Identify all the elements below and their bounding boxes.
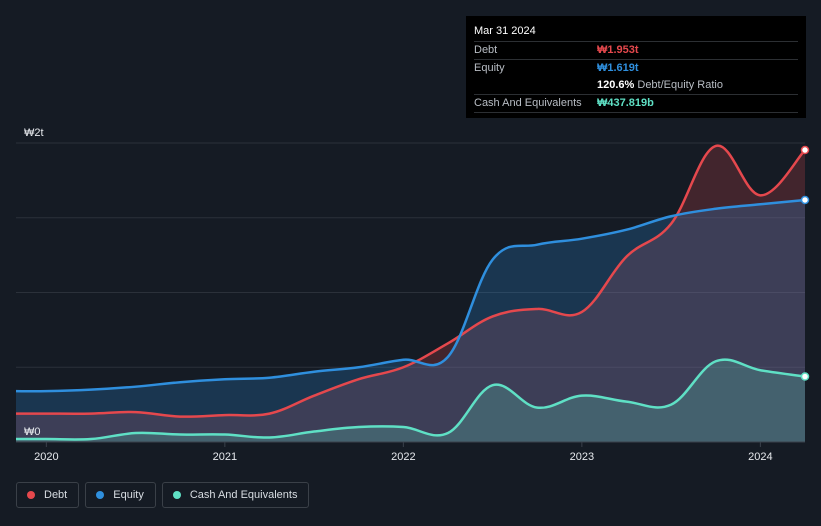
legend: Debt Equity Cash And Equivalents [16,482,315,510]
tooltip-value: ₩437.819b [597,97,654,109]
tooltip-row-ratio: 120.6% Debt/Equity Ratio [474,77,798,95]
axes: ₩0 ₩2t 2020 2021 2022 2023 2024 [16,127,805,463]
legend-label: Debt [44,489,68,501]
y-tick-label: ₩2t [24,127,44,139]
series-markers [800,145,810,381]
x-tick-label: 2024 [748,451,772,463]
marker-cash-and-equivalents [800,372,810,381]
line-equity [15,198,806,393]
tooltip-row-equity: Equity ₩1.619t [474,60,798,77]
legend-dot-icon [27,491,35,499]
legend-dot-icon [96,491,105,499]
tooltip-label: Cash And Equivalents [474,97,582,109]
line-cash-and-equivalents [16,358,806,441]
y-tick-label: ₩0 [24,426,41,438]
legend-item-debt[interactable]: Debt [16,482,80,508]
tooltip: Mar 31 2024 Debt ₩1.953t Equity ₩1.619t … [466,16,806,118]
tooltip-label [474,77,597,94]
series-areas [16,145,805,442]
tooltip-label: Debt [474,44,498,56]
legend-label: Cash And Equivalents [189,489,298,501]
x-tick-label: 2020 [34,451,58,463]
area-cash-and-equivalents [16,359,805,442]
x-tick-label: 2022 [391,451,415,463]
x-tick-label: 2023 [570,451,594,463]
ratio-caption: Debt/Equity Ratio [637,79,723,91]
tooltip-row-debt: Debt ₩1.953t [474,42,798,60]
ratio-value: 120.6% [597,79,635,91]
tooltip-value: 120.6% Debt/Equity Ratio [597,77,723,94]
x-tick-label: 2021 [213,451,237,463]
legend-dot-icon [172,491,181,499]
marker-equity [800,195,810,205]
tooltip-value: ₩1.619t [597,62,639,74]
marker-debt [800,145,810,155]
area-debt [16,145,805,442]
tooltip-date: Mar 31 2024 [474,24,798,42]
series-lines [15,144,806,441]
tooltip-label: Equity [474,62,505,74]
area-equity [16,199,805,442]
legend-label: Equity [113,489,144,501]
legend-item-equity[interactable]: Equity [85,482,156,508]
tooltip-row-cash: Cash And Equivalents ₩437.819b [474,95,798,113]
tooltip-value: ₩1.953t [597,44,639,56]
legend-item-cash[interactable]: Cash And Equivalents [161,482,310,508]
